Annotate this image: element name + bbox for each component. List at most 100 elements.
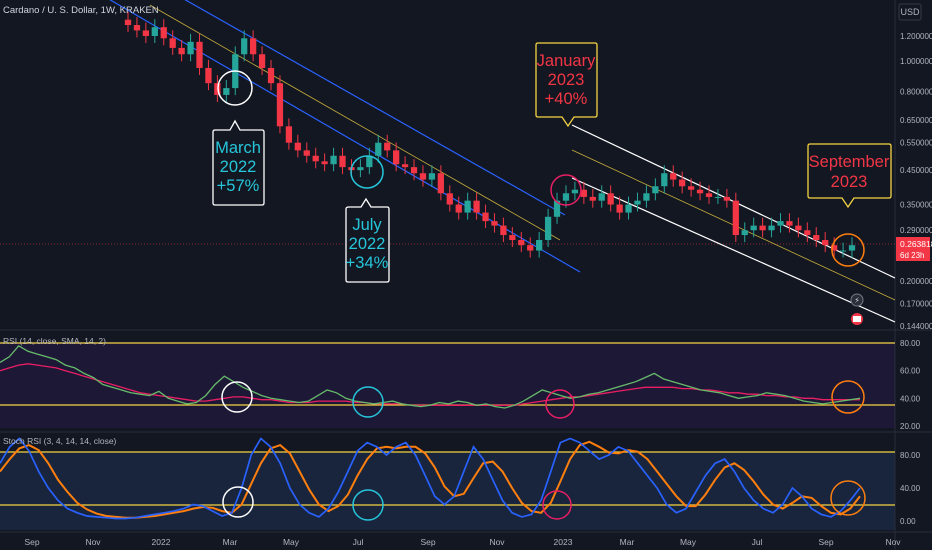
callout-january[interactable]: January 2023 +40% — [535, 42, 598, 128]
candle-body — [133, 25, 141, 31]
callout-september[interactable]: September 2023 — [807, 143, 892, 209]
candle-body — [446, 193, 453, 205]
callout-january-line2: 2023 — [548, 71, 585, 89]
highlight-circle-july — [350, 155, 384, 189]
flag-glyph-icon — [853, 316, 861, 322]
callout-january-line1: January — [537, 52, 596, 70]
candle-body — [339, 155, 346, 168]
candle-body — [804, 230, 811, 236]
callout-september-line1: September — [809, 153, 890, 171]
price-axis[interactable]: 1.200000 1.000000 0.800000 0.650000 0.550000… — [900, 32, 932, 331]
current-price-tag — [896, 237, 930, 261]
symbol-title[interactable]: Cardano / U. S. Dollar, 1W, KRAKEN — [3, 5, 159, 16]
candle-body — [714, 196, 722, 198]
candle-body — [768, 225, 775, 231]
candle-body — [741, 230, 748, 236]
rsi-axis[interactable]: 80.00 60.00 40.00 20.00 — [900, 339, 921, 431]
callout-january-line3: +40% — [545, 90, 588, 108]
candle-body — [151, 27, 158, 36]
candle-body — [750, 225, 757, 231]
candle-body — [357, 167, 364, 171]
price-tick-label: 0.550000 — [900, 139, 932, 148]
candle-body — [679, 179, 686, 187]
price-highlight-circles — [217, 70, 865, 267]
candle-body — [527, 245, 534, 251]
candle-body — [813, 235, 820, 241]
candle-body — [401, 164, 409, 168]
candle-body — [285, 126, 293, 143]
candle-body — [241, 38, 248, 55]
stoch-axis[interactable]: 80.00 40.00 0.00 — [900, 451, 921, 526]
candle-body — [482, 212, 489, 222]
candle-body — [312, 155, 319, 162]
price-pane — [0, 0, 895, 330]
callout-july-line1: July — [352, 216, 382, 234]
candle-body — [509, 235, 516, 241]
lightning-glyph-icon: ⚡ — [854, 296, 860, 305]
price-tick-label: 0.200000 — [900, 277, 932, 286]
rsi-tick-label: 80.00 — [900, 339, 921, 348]
candle-body — [428, 173, 436, 180]
candle-body — [759, 225, 766, 231]
candle-body — [643, 193, 650, 201]
candle-body — [500, 225, 507, 236]
highlight-circle-march — [217, 70, 253, 106]
candle-body — [571, 189, 579, 194]
time-tick-label: Mar — [620, 537, 635, 547]
bar-countdown: 6d 23h — [900, 251, 924, 260]
price-tick-label: 0.650000 — [900, 116, 932, 125]
callout-march[interactable]: March 2022 +57% — [212, 119, 265, 206]
candle-body — [375, 142, 382, 156]
candle-body — [169, 38, 176, 48]
candle-body — [410, 167, 418, 174]
candle-body — [518, 240, 525, 246]
currency-button[interactable] — [898, 3, 922, 21]
time-tick-label: Sep — [420, 537, 435, 547]
blue-descending-channel[interactable] — [100, 0, 581, 273]
stoch-highlight-circles — [222, 480, 866, 521]
candle-body — [723, 196, 730, 201]
candle-body — [321, 161, 328, 165]
candle-body — [124, 19, 132, 26]
callout-july[interactable]: July 2022 +34% — [345, 197, 390, 283]
candle-body — [670, 173, 677, 180]
price-tick-label: 1.000000 — [900, 57, 932, 66]
candle-body — [267, 67, 275, 84]
candle-body — [455, 204, 462, 213]
candle-body — [830, 245, 838, 251]
candle-body — [196, 41, 203, 68]
lightning-event-icon[interactable] — [850, 293, 864, 307]
candle-body — [437, 173, 444, 194]
stoch-tick-label: 0.00 — [900, 517, 916, 526]
time-tick-label: Nov — [885, 537, 901, 547]
stoch-label[interactable]: Stoch RSI (3, 4, 14, 14, close) — [3, 436, 117, 446]
candle-body — [419, 173, 427, 180]
rsi-line — [0, 344, 861, 409]
candle-body — [276, 83, 284, 127]
candle-body — [303, 150, 310, 156]
candle-body — [205, 67, 212, 84]
callout-september-line2: 2023 — [831, 173, 868, 191]
candle-body — [366, 155, 373, 168]
candle-body — [562, 193, 570, 201]
time-tick-label: 2022 — [152, 537, 171, 547]
time-tick-label: Nov — [489, 537, 505, 547]
time-axis[interactable]: Sep Nov 2022 Mar May Jul Sep Nov 2023 Mar May Jul Se… — [24, 537, 901, 547]
candle-body — [160, 27, 167, 39]
rsi-tick-label: 40.00 — [900, 394, 921, 403]
candle-body — [786, 221, 793, 226]
time-tick-label: Sep — [818, 537, 833, 547]
candle-body — [580, 189, 587, 197]
rsi-label[interactable]: RSI (14, close, SMA, 14, 2) — [3, 336, 106, 346]
stoch-tick-label: 80.00 — [900, 451, 921, 460]
candle-body — [178, 47, 185, 55]
candle-body — [661, 173, 668, 187]
candle-body — [330, 155, 337, 165]
callout-march-line3: +57% — [217, 177, 260, 195]
current-price-value: 0.263818 — [900, 239, 932, 249]
candle-body — [187, 41, 194, 55]
candle-body — [652, 186, 659, 194]
price-tick-label: 0.170000 — [900, 299, 932, 308]
candle-body — [634, 200, 641, 205]
